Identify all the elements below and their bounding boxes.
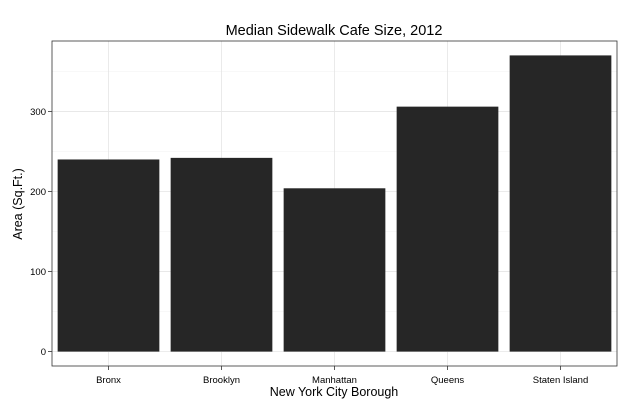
y-axis-ticks: 0 100 200 300 bbox=[30, 107, 52, 358]
x-tick-label: Queens bbox=[431, 375, 465, 386]
y-axis-title: Area (Sq.Ft.) bbox=[11, 168, 25, 240]
x-axis-title: New York City Borough bbox=[270, 385, 399, 399]
bars bbox=[57, 55, 612, 352]
bar-staten-island bbox=[509, 55, 612, 352]
chart-title: Median Sidewalk Cafe Size, 2012 bbox=[226, 23, 443, 39]
bar-bronx bbox=[57, 159, 160, 352]
y-tick-label: 300 bbox=[30, 107, 46, 118]
bar-manhattan bbox=[283, 188, 386, 352]
x-tick-label: Bronx bbox=[96, 375, 121, 386]
x-tick-label: Brooklyn bbox=[203, 375, 240, 386]
bar-queens bbox=[396, 106, 499, 352]
x-tick-label: Staten Island bbox=[533, 375, 588, 386]
x-axis-ticks: Bronx Brooklyn Manhattan Queens Staten Islan… bbox=[96, 366, 588, 386]
x-tick-label: Manhattan bbox=[312, 375, 357, 386]
bar-brooklyn bbox=[170, 157, 273, 352]
y-tick-label: 0 bbox=[41, 347, 46, 358]
y-tick-label: 200 bbox=[30, 187, 46, 198]
y-tick-label: 100 bbox=[30, 267, 46, 278]
plot-panel bbox=[51, 40, 618, 367]
